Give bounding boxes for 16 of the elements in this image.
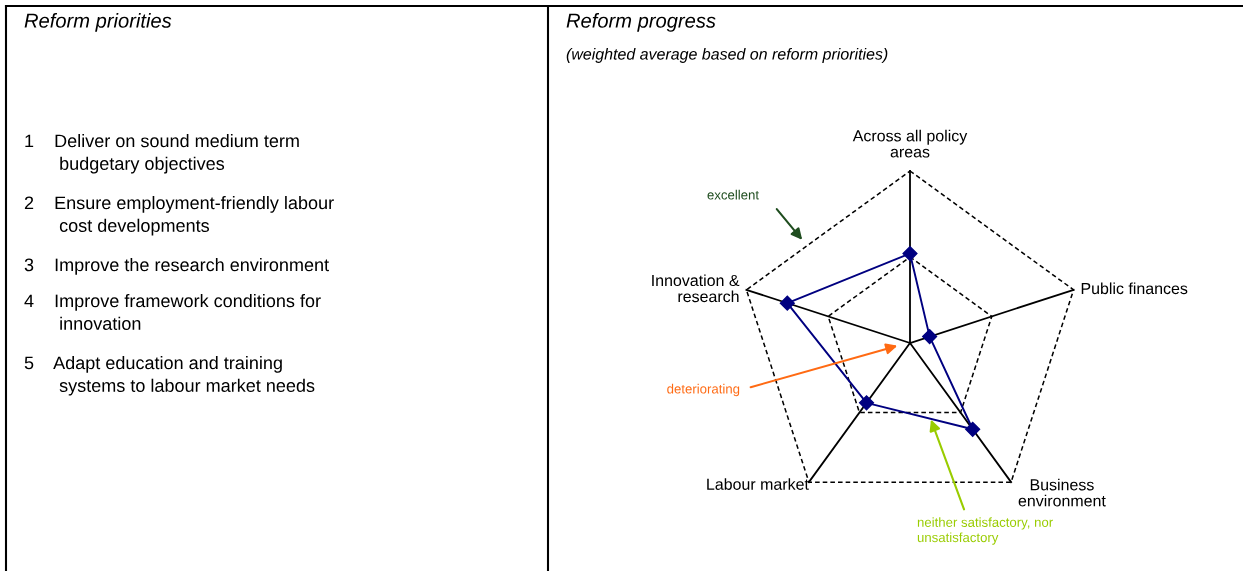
text: 3 Improve the research environment [24, 258, 329, 275]
chart-subtitle: (weighted average based on reform priorities) [566, 48, 888, 63]
text: 5 Adapt education and training systems to labour market needs [24, 356, 315, 396]
text: 2 Ensure employment-friendly labour cost developments [24, 196, 334, 236]
text: deteriorating [667, 383, 740, 397]
spoke-label: Across all policy areas [852, 129, 968, 158]
text: Reform priorities [24, 13, 172, 32]
chart-title: Reform progress [566, 13, 716, 32]
spoke-label: Innovation & research [652, 274, 740, 303]
text: 1 Deliver on sound medium term budgetary objectives [25, 134, 299, 174]
spoke-label: Business environment [1018, 478, 1106, 507]
text: 4 Improve framework conditions for innovation [24, 294, 321, 330]
text: neither satisfactory, nor unsatisfactory [917, 517, 1053, 545]
spoke-label: Labour market [707, 478, 809, 490]
text: excellent [707, 189, 759, 200]
spoke-label: Public finances [1081, 282, 1188, 295]
